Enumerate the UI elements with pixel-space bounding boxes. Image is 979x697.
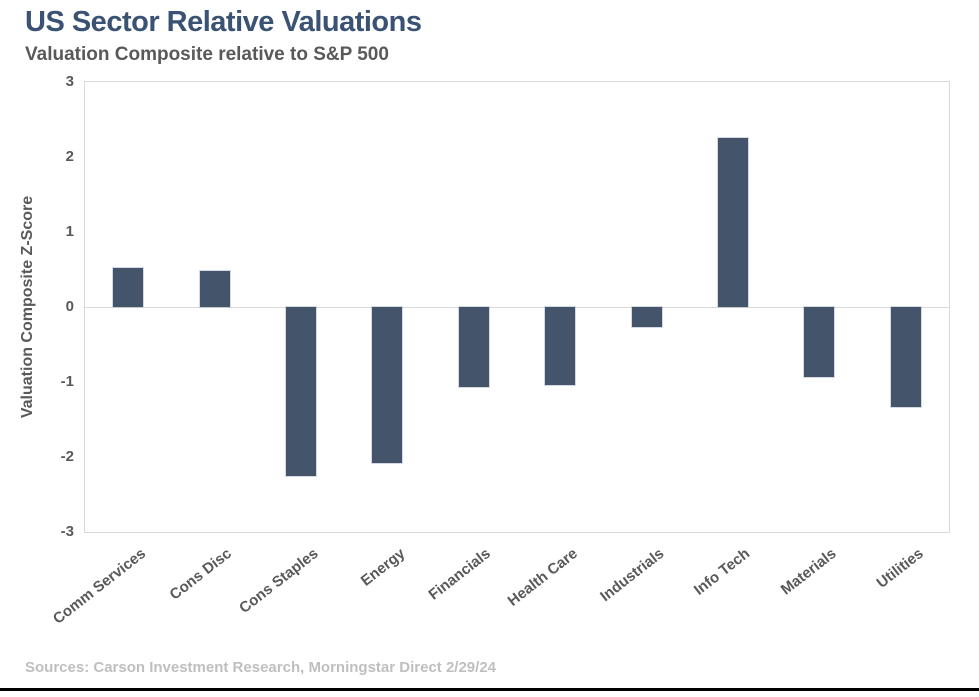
bar-health-care (545, 307, 576, 385)
bar-cons-disc (199, 271, 230, 307)
source-note: Sources: Carson Investment Research, Mor… (25, 659, 497, 676)
y-tick-0: 0 (65, 298, 74, 315)
bottom-rule (0, 688, 979, 691)
bar-comm-services (113, 268, 144, 307)
bar-industrials (631, 307, 662, 327)
y-tick-2: 2 (65, 148, 74, 165)
bar-cons-staples (286, 307, 316, 476)
y-tick--1: -1 (60, 373, 74, 390)
plot-area (84, 81, 950, 533)
bar-financials (458, 307, 489, 388)
chart-subtitle: Valuation Composite relative to S&P 500 (25, 44, 389, 65)
bar-utilities (890, 307, 921, 407)
zero-gridline (85, 306, 949, 308)
bar-materials (804, 307, 835, 377)
y-tick-1: 1 (65, 223, 74, 240)
chart-title: US Sector Relative Valuations (25, 6, 422, 38)
bar-energy (372, 307, 403, 463)
bar-info-tech (718, 138, 748, 307)
y-tick--3: -3 (60, 523, 74, 540)
y-tick-3: 3 (65, 73, 74, 90)
y-tick--2: -2 (60, 448, 74, 465)
